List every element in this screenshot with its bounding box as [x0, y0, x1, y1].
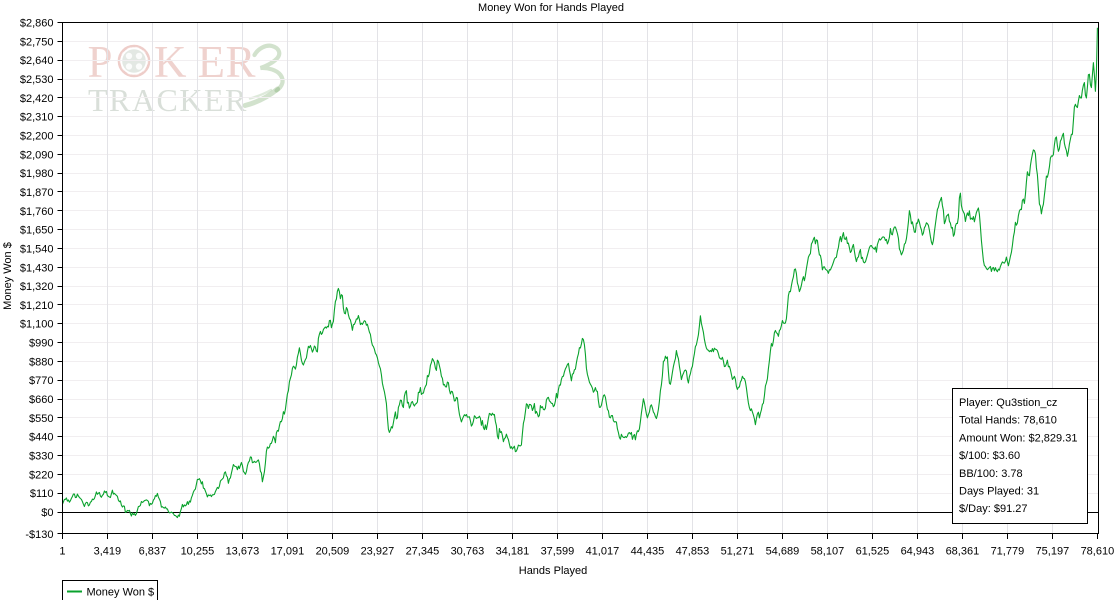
svg-text:$2,530: $2,530 — [20, 74, 54, 86]
svg-text:64,943: 64,943 — [901, 546, 935, 558]
svg-text:3,419: 3,419 — [94, 546, 122, 558]
svg-text:$330: $330 — [29, 451, 53, 463]
svg-text:$2,200: $2,200 — [20, 131, 54, 143]
svg-text:30,763: 30,763 — [451, 546, 485, 558]
svg-text:$/100: $3.60: $/100: $3.60 — [959, 450, 1020, 462]
svg-text:$2,420: $2,420 — [20, 93, 54, 105]
svg-text:E: E — [198, 37, 226, 87]
svg-text:$/Day: $91.27: $/Day: $91.27 — [959, 503, 1028, 515]
svg-text:P: P — [88, 37, 113, 87]
svg-text:$220: $220 — [29, 469, 53, 481]
svg-text:$1,650: $1,650 — [20, 225, 54, 237]
svg-text:6,837: 6,837 — [139, 546, 167, 558]
svg-text:1: 1 — [59, 546, 65, 558]
svg-text:Days Played: 31: Days Played: 31 — [959, 486, 1039, 498]
svg-text:$880: $880 — [29, 356, 53, 368]
svg-text:10,255: 10,255 — [181, 546, 215, 558]
svg-text:K: K — [154, 37, 187, 87]
svg-text:$1,210: $1,210 — [20, 300, 54, 312]
svg-text:-$130: -$130 — [25, 529, 53, 541]
svg-text:TRACKER: TRACKER — [88, 82, 248, 118]
svg-text:44,435: 44,435 — [631, 546, 665, 558]
svg-text:13,673: 13,673 — [226, 546, 260, 558]
svg-text:$440: $440 — [29, 432, 53, 444]
svg-text:$110: $110 — [30, 488, 54, 500]
svg-text:47,853: 47,853 — [676, 546, 710, 558]
svg-text:41,017: 41,017 — [586, 546, 620, 558]
svg-text:BB/100: 3.78: BB/100: 3.78 — [959, 468, 1023, 480]
svg-text:68,361: 68,361 — [946, 546, 980, 558]
svg-text:$770: $770 — [29, 375, 53, 387]
svg-text:$1,870: $1,870 — [20, 187, 54, 199]
svg-text:Total Hands: 78,610: Total Hands: 78,610 — [959, 415, 1057, 427]
svg-text:23,927: 23,927 — [361, 546, 395, 558]
svg-text:$0: $0 — [41, 507, 53, 519]
svg-text:R: R — [226, 37, 256, 87]
svg-text:$1,100: $1,100 — [20, 319, 54, 331]
svg-text:Money Won for Hands Played: Money Won for Hands Played — [478, 2, 624, 14]
svg-text:54,689: 54,689 — [766, 546, 800, 558]
svg-text:51,271: 51,271 — [721, 546, 755, 558]
svg-text:$2,640: $2,640 — [20, 55, 54, 67]
svg-text:Amount Won: $2,829.31: Amount Won: $2,829.31 — [959, 432, 1077, 444]
svg-text:$1,980: $1,980 — [20, 168, 54, 180]
svg-text:Hands Played: Hands Played — [519, 565, 588, 577]
svg-text:$1,430: $1,430 — [20, 262, 54, 274]
svg-text:Player: Qu3stion_cz: Player: Qu3stion_cz — [959, 397, 1057, 409]
svg-text:58,107: 58,107 — [811, 546, 845, 558]
svg-text:Money Won $: Money Won $ — [2, 242, 14, 310]
svg-text:Money Won $: Money Won $ — [87, 587, 155, 599]
svg-text:17,091: 17,091 — [271, 546, 305, 558]
svg-text:$2,860: $2,860 — [20, 18, 54, 30]
svg-text:71,779: 71,779 — [991, 546, 1025, 558]
svg-text:75,197: 75,197 — [1036, 546, 1070, 558]
svg-text:20,509: 20,509 — [316, 546, 350, 558]
svg-text:$1,540: $1,540 — [20, 243, 54, 255]
svg-text:$2,750: $2,750 — [20, 36, 54, 48]
svg-text:61,525: 61,525 — [856, 546, 890, 558]
svg-text:34,181: 34,181 — [496, 546, 530, 558]
svg-text:$550: $550 — [29, 413, 53, 425]
svg-text:27,345: 27,345 — [406, 546, 440, 558]
svg-text:$2,090: $2,090 — [20, 149, 54, 161]
svg-text:$1,760: $1,760 — [20, 206, 54, 218]
svg-text:$990: $990 — [29, 338, 53, 350]
svg-text:37,599: 37,599 — [541, 546, 575, 558]
svg-text:78,610: 78,610 — [1081, 546, 1115, 558]
svg-text:$1,320: $1,320 — [20, 281, 54, 293]
svg-text:$2,310: $2,310 — [20, 112, 54, 124]
svg-text:$660: $660 — [29, 394, 53, 406]
